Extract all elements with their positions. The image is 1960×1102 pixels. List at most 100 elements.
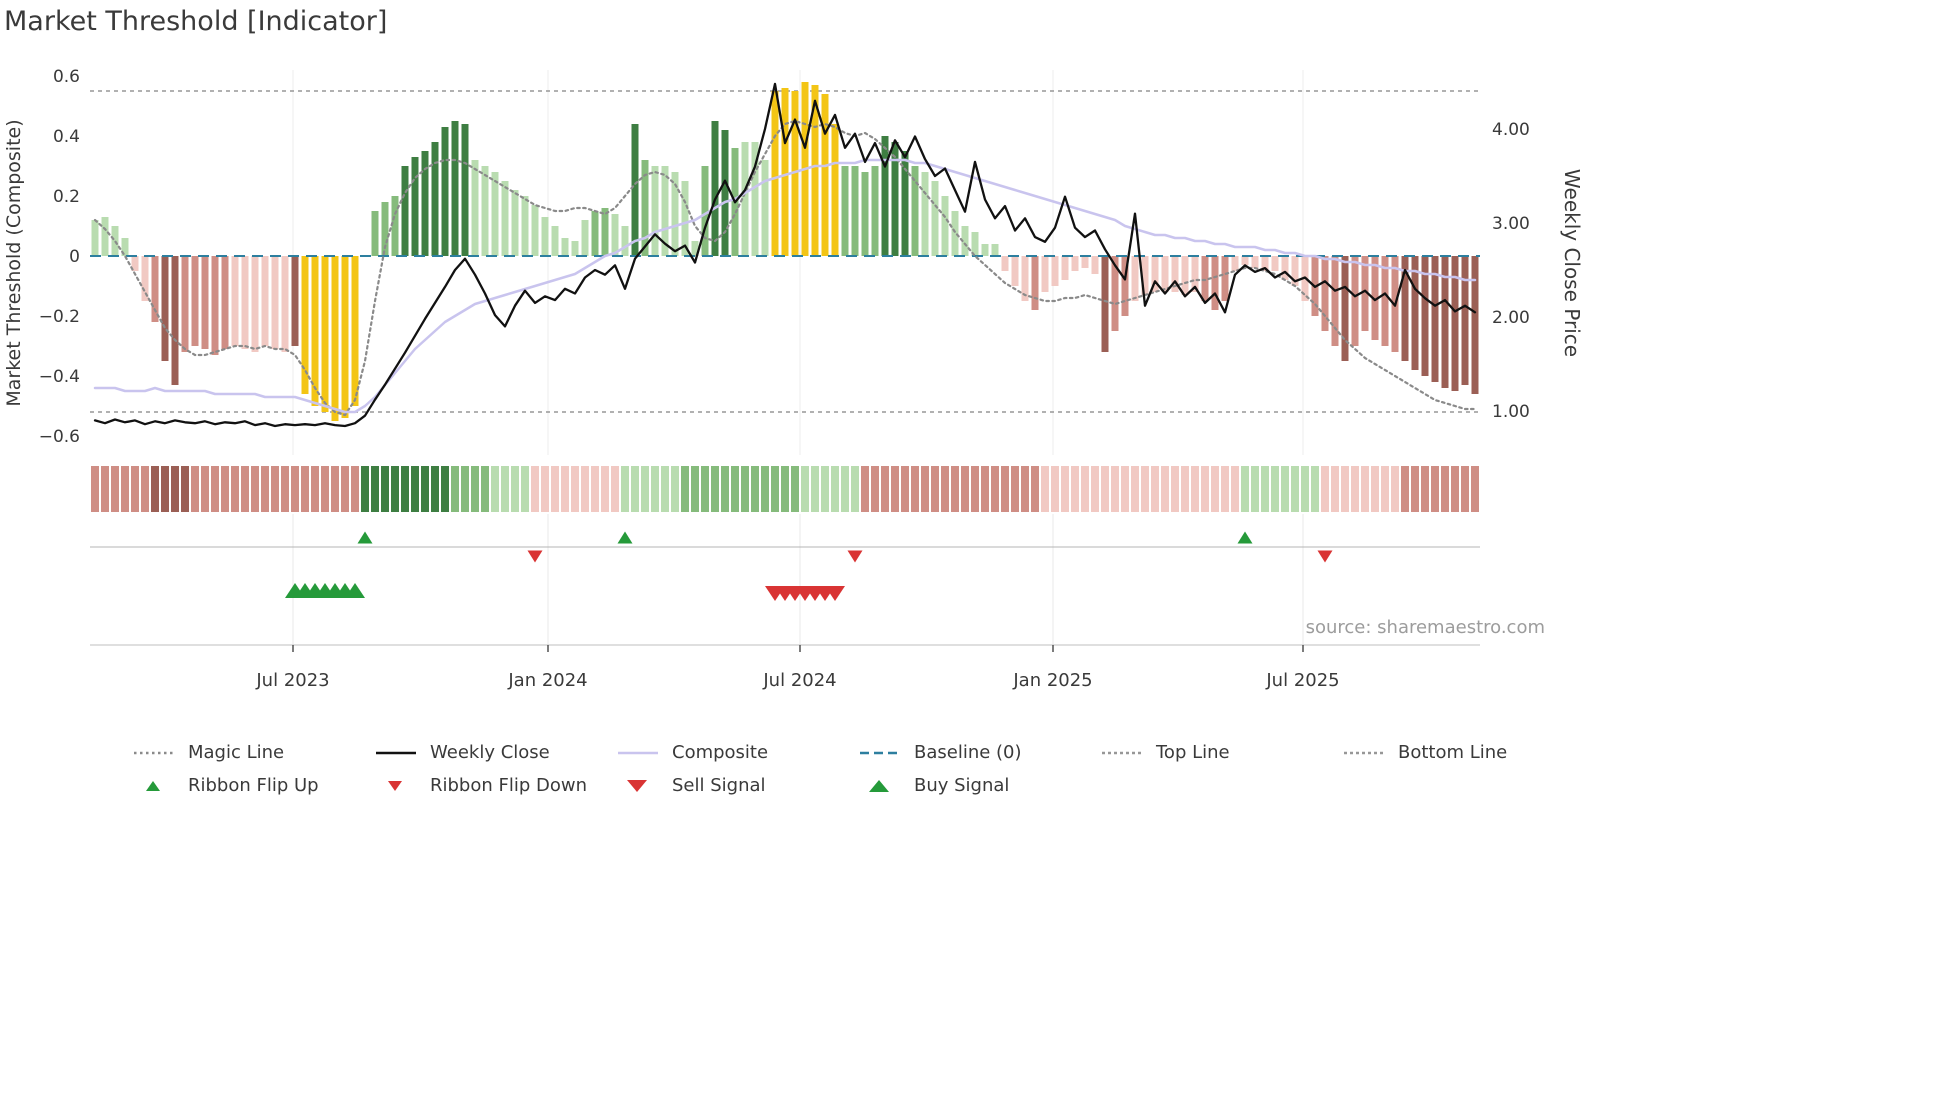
threshold-bar (571, 241, 579, 256)
legend-item-weekly-close: Weekly Close (374, 742, 616, 763)
ribbon-cell (1261, 466, 1269, 512)
ribbon-cell (741, 466, 749, 512)
threshold-bar (841, 166, 849, 256)
threshold-bar (1191, 256, 1199, 292)
threshold-bar (281, 256, 289, 352)
legend-line-swatch (376, 751, 416, 754)
threshold-bar (991, 244, 999, 256)
ribbon-cell (1021, 466, 1029, 512)
threshold-bar (1051, 256, 1059, 286)
ribbon-cell (1241, 466, 1249, 512)
right-axis-label: Weekly Close Price (1560, 169, 1584, 357)
ribbon-cell (631, 466, 639, 512)
ribbon-cell (341, 466, 349, 512)
ribbon-cell (1141, 466, 1149, 512)
threshold-bar (771, 91, 779, 256)
ribbon-cell (1441, 466, 1449, 512)
source-credit: source: sharemaestro.com (1306, 617, 1545, 638)
threshold-bar (1091, 256, 1099, 274)
threshold-bar (1351, 256, 1359, 346)
ribbon-cell (451, 466, 459, 512)
legend-item-composite: Composite (616, 742, 858, 763)
ribbon-cell (131, 466, 139, 512)
threshold-bar (781, 88, 789, 256)
ribbon-cell (1191, 466, 1199, 512)
threshold-bar (811, 85, 819, 256)
threshold-bar (861, 172, 869, 256)
ribbon-cell (261, 466, 269, 512)
ribbon-cell (351, 466, 359, 512)
ribbon-cell (371, 466, 379, 512)
threshold-bar (971, 232, 979, 256)
ribbon-cell (1361, 466, 1369, 512)
threshold-bar (201, 256, 209, 349)
threshold-bar (881, 136, 889, 256)
threshold-bars (91, 82, 1479, 421)
threshold-bar (291, 256, 299, 346)
right-axis-tick-label: 4.00 (1492, 120, 1530, 140)
ribbon-flip-down-marker (1317, 550, 1333, 563)
threshold-bar (481, 166, 489, 256)
left-axis-tick-label: −0.4 (39, 367, 80, 387)
ribbon-cell (1461, 466, 1469, 512)
threshold-bar (721, 130, 729, 256)
legend-item-label: Ribbon Flip Up (188, 775, 319, 796)
threshold-bar (1001, 256, 1009, 271)
ribbon-cell (1401, 466, 1409, 512)
threshold-bar (101, 217, 109, 256)
threshold-bar (671, 172, 679, 256)
ribbon-cell (541, 466, 549, 512)
ribbon-cell (521, 466, 529, 512)
ribbon-cell (1061, 466, 1069, 512)
threshold-bar (911, 166, 919, 256)
ribbon-cell (681, 466, 689, 512)
ribbon-cell (1001, 466, 1009, 512)
weekly-close-line (93, 82, 1477, 428)
ribbon-cell (1471, 466, 1479, 512)
legend-item-label: Buy Signal (914, 775, 1010, 796)
left-axis-tick-label: 0.2 (53, 187, 80, 207)
ribbon-cell (211, 466, 219, 512)
ribbon-cell (501, 466, 509, 512)
threshold-bar (1201, 256, 1209, 301)
threshold-bar (981, 244, 989, 256)
ribbon-cell (991, 466, 999, 512)
ribbon-cell (291, 466, 299, 512)
ribbon-cell (111, 466, 119, 512)
left-axis-tick-label: −0.6 (39, 427, 80, 447)
gridlines (292, 70, 1304, 645)
ribbon-cell (531, 466, 539, 512)
threshold-bar (1071, 256, 1079, 271)
ribbon-cell (881, 466, 889, 512)
threshold-bar (1361, 256, 1369, 331)
ribbon-cell (221, 466, 229, 512)
threshold-bar (1461, 256, 1469, 385)
left-axis-tick-label: 0.6 (53, 67, 80, 87)
ribbon-cell (981, 466, 989, 512)
threshold-bar (961, 226, 969, 256)
threshold-bar (741, 142, 749, 256)
ribbon-flip-down-marker (527, 550, 543, 563)
threshold-bar (91, 220, 99, 256)
signal-markers (90, 531, 1480, 601)
legend-item-label: Bottom Line (1398, 742, 1508, 763)
ribbon-cell (661, 466, 669, 512)
threshold-bar (1161, 256, 1169, 292)
ribbon-cell (941, 466, 949, 512)
threshold-bar (1151, 256, 1159, 292)
ribbon-cell (1301, 466, 1309, 512)
ribbon-cell (321, 466, 329, 512)
threshold-bar (401, 166, 409, 256)
ribbon-cell (511, 466, 519, 512)
legend-item-label: Magic Line (188, 742, 285, 763)
threshold-bar (311, 256, 319, 406)
threshold-bar (561, 238, 569, 256)
legend-item-baseline-0: Baseline (0) (858, 742, 1100, 763)
threshold-bar (851, 166, 859, 256)
threshold-bar (621, 226, 629, 256)
threshold-bar (951, 211, 959, 256)
threshold-bar (551, 226, 559, 256)
threshold-bar (1251, 256, 1259, 268)
ribbon-cell (901, 466, 909, 512)
ribbon-cell (401, 466, 409, 512)
